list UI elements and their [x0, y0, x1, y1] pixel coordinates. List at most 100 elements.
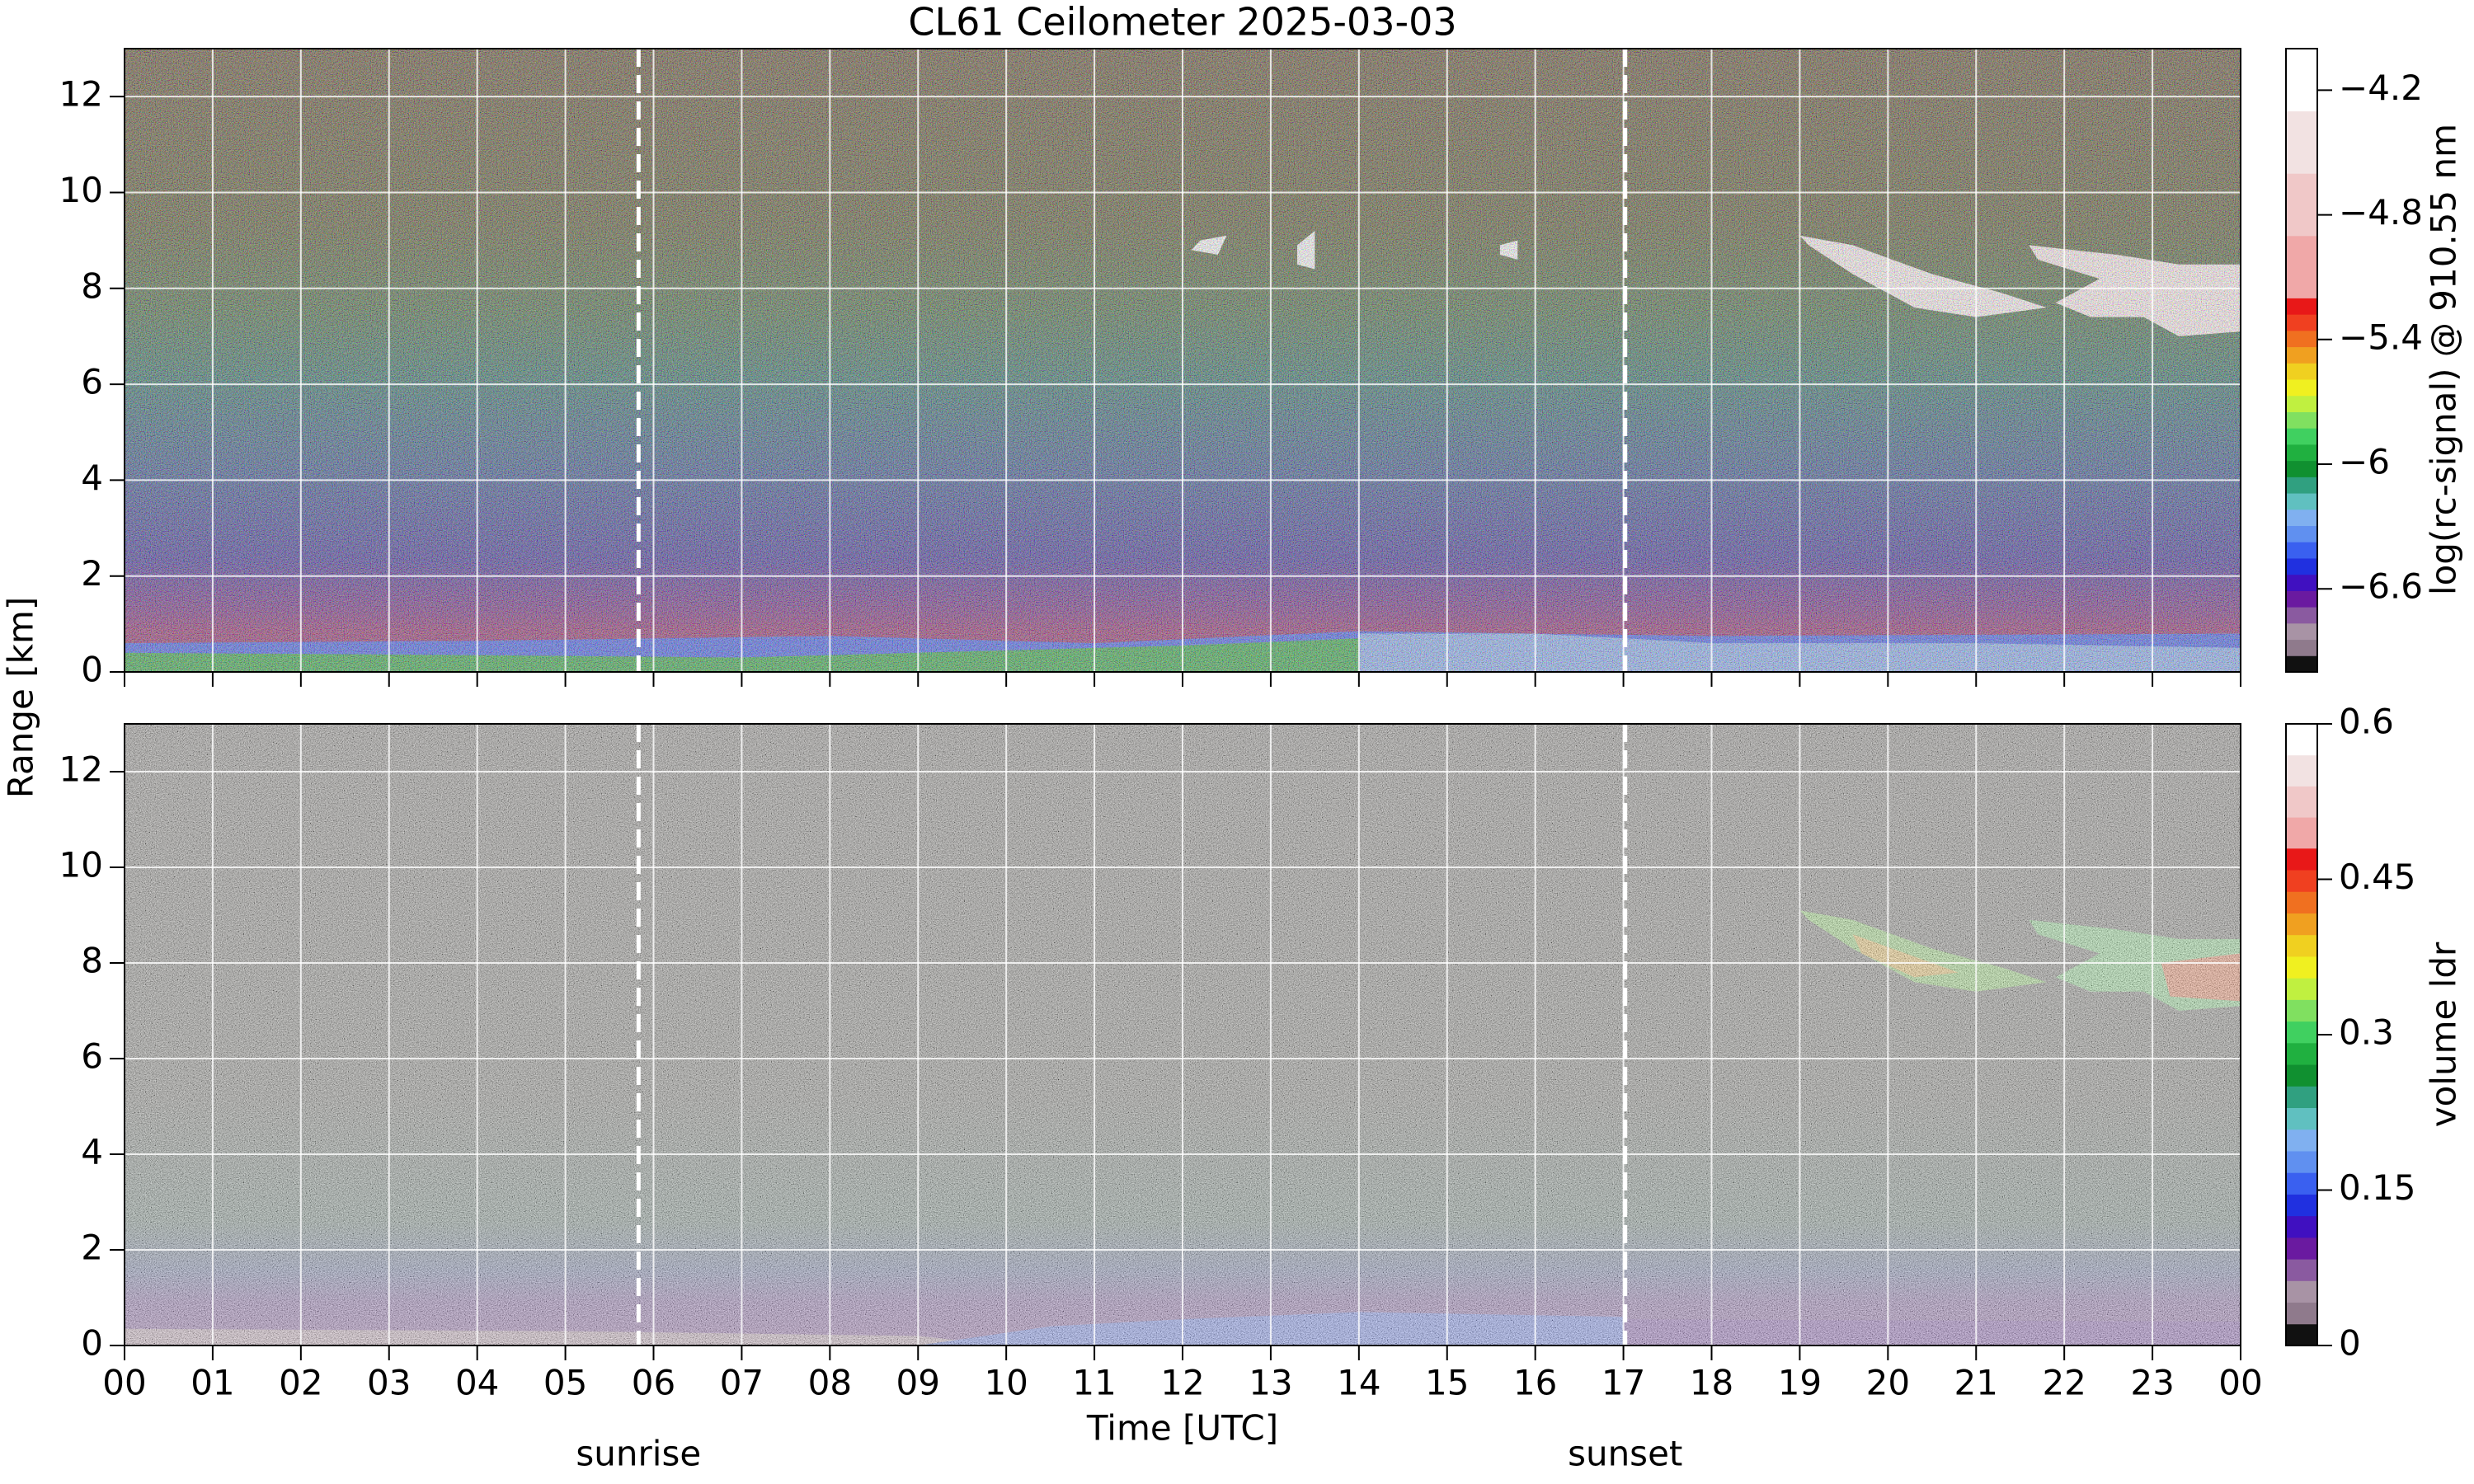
- x-tick-label: 09: [896, 1363, 940, 1403]
- x-tick-label: 21: [1954, 1363, 1998, 1403]
- y-tick-label: 0: [81, 650, 103, 690]
- y-tick-label: 12: [59, 74, 103, 115]
- colorbar-segment: [2286, 956, 2317, 979]
- colorbar-segment: [2286, 724, 2317, 756]
- colorbar-label: log(rc-signal) @ 910.55 nm: [2424, 124, 2464, 595]
- colorbar-segment: [2286, 1194, 2317, 1217]
- x-tick-label: 22: [2042, 1363, 2086, 1403]
- colorbar-segment: [2286, 655, 2317, 673]
- y-tick-label: 4: [81, 1132, 103, 1172]
- x-tick-label: 10: [984, 1363, 1028, 1403]
- y-tick-label: 6: [81, 362, 103, 402]
- colorbar-segment: [2286, 1237, 2317, 1260]
- colorbar-tick-label: 0.3: [2339, 1012, 2394, 1053]
- colorbar-segment: [2286, 913, 2317, 936]
- y-tick-label: 12: [59, 749, 103, 790]
- chart-title: CL61 Ceilometer 2025-03-03: [908, 0, 1456, 45]
- colorbar-frame: [2285, 48, 2318, 673]
- x-tick-label: 08: [808, 1363, 852, 1403]
- colorbar-segment: [2286, 346, 2317, 364]
- annotation: sunset: [1568, 1434, 1682, 1474]
- colorbar-segment: [2286, 1086, 2317, 1109]
- colorbar-segment: [2286, 542, 2317, 559]
- colorbar-label: volume ldr: [2424, 942, 2464, 1127]
- colorbar-segment: [2286, 330, 2317, 348]
- colorbar-tick-label: −5.4: [2339, 317, 2423, 357]
- colorbar-segment: [2286, 1172, 2317, 1195]
- colorbar-segment: [2286, 314, 2317, 331]
- x-tick-label: 03: [367, 1363, 411, 1403]
- colorbar-segment: [2286, 411, 2317, 429]
- annotation: sunrise: [576, 1434, 701, 1474]
- x-tick-label: 05: [543, 1363, 587, 1403]
- x-tick-label: 19: [1778, 1363, 1822, 1403]
- x-tick-label: 15: [1425, 1363, 1469, 1403]
- colorbar-segment: [2286, 1107, 2317, 1130]
- colorbar-segment: [2286, 934, 2317, 957]
- x-tick-label: 20: [1866, 1363, 1910, 1403]
- x-tick-label: 00: [102, 1363, 146, 1403]
- colorbar-tick-label: 0.6: [2339, 702, 2394, 742]
- colorbar-segment: [2286, 1302, 2317, 1325]
- colorbar-segment: [2286, 1064, 2317, 1087]
- x-tick-label: 04: [455, 1363, 499, 1403]
- y-tick-label: 2: [81, 553, 103, 594]
- x-tick-label: 14: [1337, 1363, 1380, 1403]
- colorbar-tick-label: 0.15: [2339, 1167, 2416, 1208]
- y-tick-label: 0: [81, 1323, 103, 1364]
- colorbar-segment: [2286, 477, 2317, 494]
- colorbar-segment: [2286, 110, 2317, 174]
- y-tick-label: 10: [59, 845, 103, 885]
- colorbar-segment: [2286, 444, 2317, 462]
- colorbar-segment: [2286, 1259, 2317, 1281]
- x-axis-label: Time [UTC]: [1086, 1408, 1278, 1449]
- colorbar-segment: [2286, 509, 2317, 527]
- colorbar-segment: [2286, 607, 2317, 624]
- colorbar-segment: [2286, 298, 2317, 315]
- heatmap: [125, 49, 2241, 672]
- colorbar-tick-label: 0.45: [2339, 857, 2416, 897]
- colorbar-segment: [2286, 493, 2317, 510]
- colorbar-segment: [2286, 978, 2317, 1000]
- colorbar-segment: [2286, 786, 2317, 818]
- x-tick-label: 07: [720, 1363, 764, 1403]
- x-tick-label: 13: [1249, 1363, 1292, 1403]
- colorbar-tick-label: −6: [2339, 442, 2390, 482]
- colorbar-segment: [2286, 848, 2317, 871]
- heatmap: [125, 724, 2241, 1345]
- colorbar-tick-label: −4.2: [2339, 68, 2423, 108]
- x-tick-label: 11: [1072, 1363, 1116, 1403]
- colorbar-segment: [2286, 379, 2317, 397]
- y-tick-label: 8: [81, 265, 103, 306]
- colorbar-tick-label: 0: [2339, 1323, 2361, 1364]
- colorbar-segment: [2286, 1042, 2317, 1065]
- colorbar-segment: [2286, 1280, 2317, 1303]
- y-tick-label: 2: [81, 1228, 103, 1268]
- x-tick-label: 16: [1513, 1363, 1557, 1403]
- y-tick-label: 8: [81, 941, 103, 981]
- colorbar-segment: [2286, 870, 2317, 892]
- colorbar-segment: [2286, 557, 2317, 575]
- x-tick-label: 12: [1160, 1363, 1204, 1403]
- colorbar-segment: [2286, 363, 2317, 380]
- colorbar-segment: [2286, 754, 2317, 787]
- colorbar-segment: [2286, 49, 2317, 112]
- x-tick-label: 00: [2218, 1363, 2262, 1403]
- colorbar-segment: [2286, 460, 2317, 477]
- x-tick-label: 18: [1690, 1363, 1733, 1403]
- colorbar-segment: [2286, 1150, 2317, 1173]
- x-tick-label: 23: [2130, 1363, 2174, 1403]
- y-tick-label: 6: [81, 1036, 103, 1077]
- colorbar-segment: [2286, 173, 2317, 237]
- x-tick-label: 01: [190, 1363, 234, 1403]
- colorbar-segment: [2286, 891, 2317, 913]
- y-tick-label: 10: [59, 170, 103, 210]
- colorbar-segment: [2286, 1215, 2317, 1238]
- colorbar-tick-label: −6.6: [2339, 566, 2423, 607]
- colorbar-segment: [2286, 1323, 2317, 1346]
- colorbar-segment: [2286, 817, 2317, 849]
- colorbar-segment: [2286, 999, 2317, 1022]
- x-tick-label: 06: [632, 1363, 675, 1403]
